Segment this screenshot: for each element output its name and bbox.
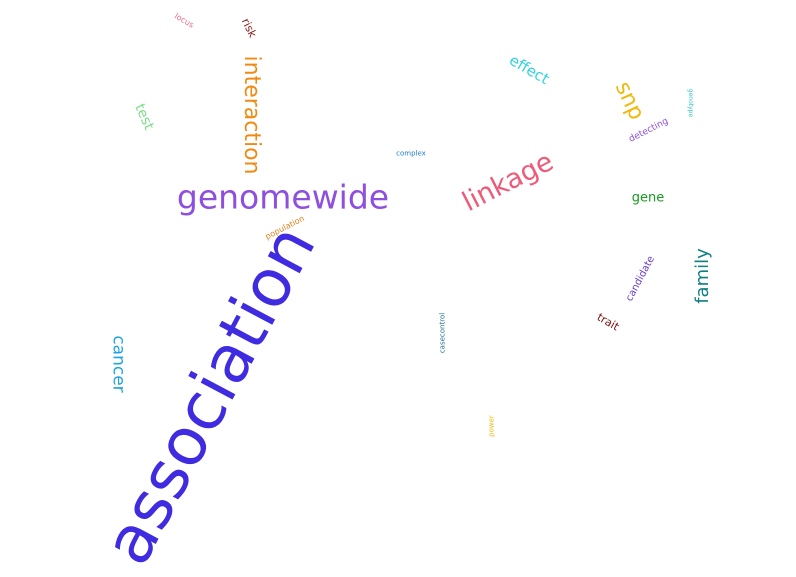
word-risk: risk: [238, 16, 260, 40]
word-linkage: linkage: [457, 146, 559, 218]
word-trait: trait: [594, 310, 622, 334]
word-effect: effect: [506, 51, 553, 89]
word-complex: complex: [396, 149, 426, 158]
word-gene: gene: [631, 190, 665, 206]
word-genotype: genotype: [687, 88, 694, 118]
word-association: association: [88, 212, 331, 577]
word-candidate: candidate: [624, 254, 658, 304]
word-genomewide: genomewide: [176, 177, 390, 217]
word-snp: snp: [609, 77, 650, 124]
word-interaction: interaction: [239, 55, 264, 175]
word-casecontrol: casecontrol: [438, 312, 447, 354]
word-family: family: [692, 248, 713, 304]
word-cancer: cancer: [108, 335, 129, 393]
word-power: power: [487, 415, 496, 437]
word-detecting: detecting: [627, 116, 671, 145]
word-test: test: [131, 101, 157, 133]
word-locus: locus: [173, 11, 196, 30]
